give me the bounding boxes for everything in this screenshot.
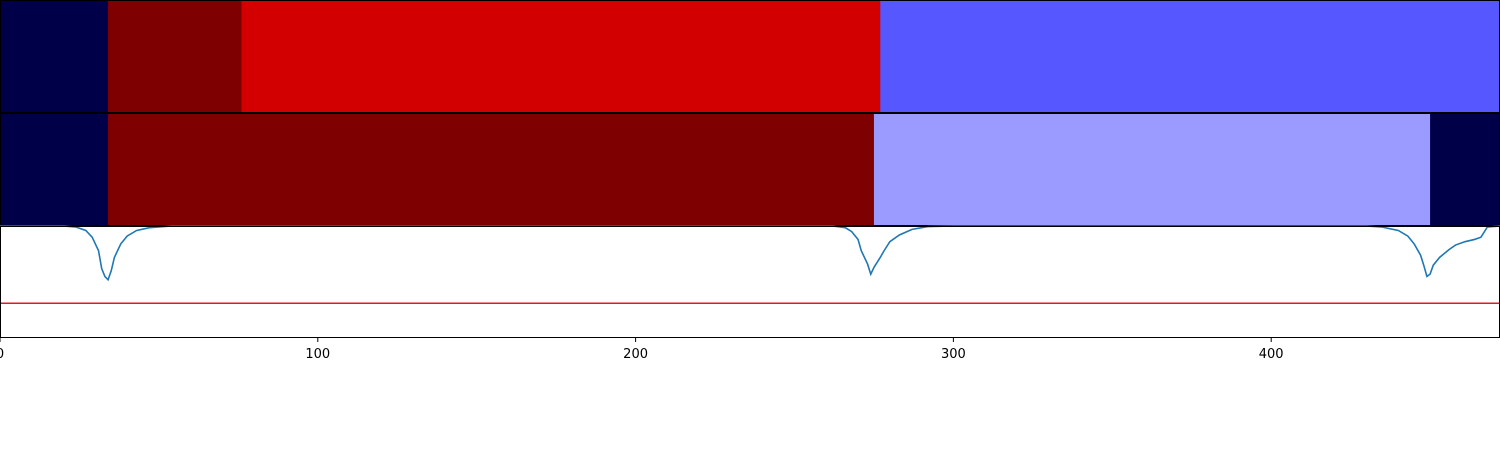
segment-4: [1430, 113, 1500, 226]
segment-3: [241, 0, 881, 113]
boundary-score-panel: [0, 225, 1500, 338]
boundary-score-line: [0, 225, 1500, 282]
x-tick-label: 0: [0, 347, 4, 362]
segment-1: [0, 0, 109, 113]
segment-4: [880, 0, 1500, 113]
segment-1: [0, 113, 109, 226]
segment-2: [108, 0, 243, 113]
x-tick-label: 300: [941, 347, 966, 362]
x-tick-label: 100: [305, 347, 330, 362]
x-axis: 0 100 200 300 400: [0, 338, 1284, 362]
line-panel-frame: [0, 226, 1500, 338]
x-tick-label: 400: [1259, 347, 1284, 362]
segmentation-track-2: [0, 113, 1500, 226]
segment-2: [108, 113, 875, 226]
segmentation-track-1: [0, 0, 1500, 113]
x-tick-label: 200: [623, 347, 648, 362]
segment-3: [873, 113, 1431, 226]
